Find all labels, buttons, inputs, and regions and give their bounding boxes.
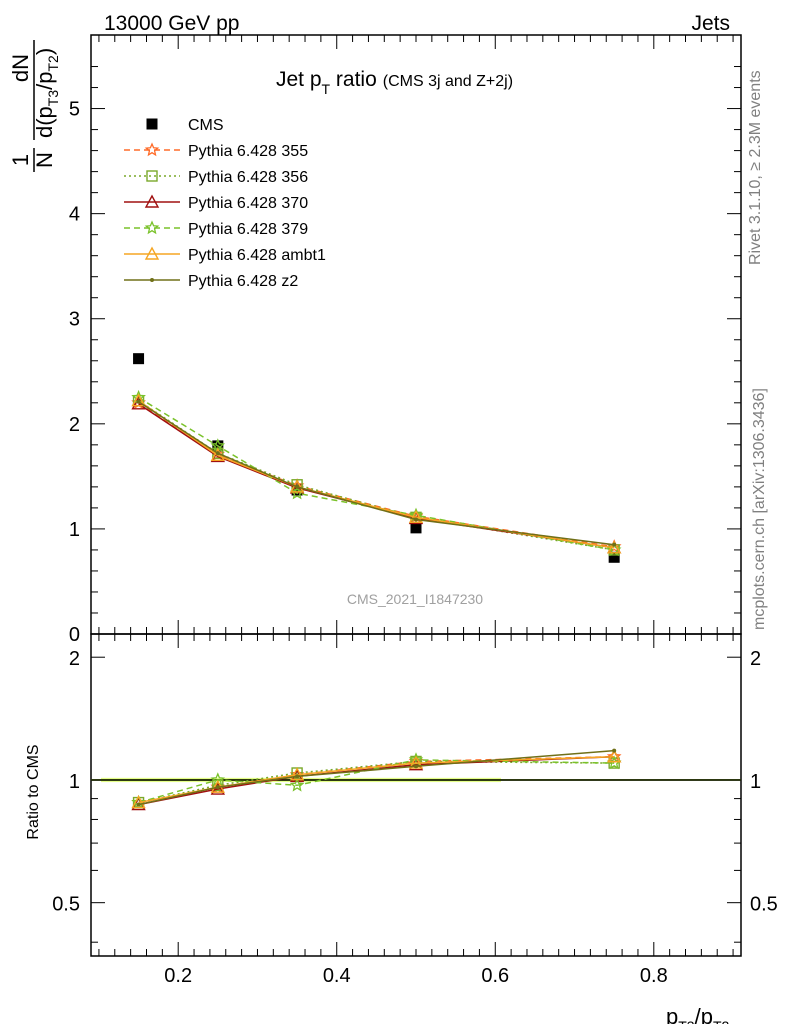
series-line	[138, 401, 615, 546]
y-tick-label: 2	[69, 414, 80, 436]
series-line	[138, 396, 615, 551]
legend-label: CMS	[188, 117, 224, 134]
data-point-star	[144, 220, 160, 235]
data-point-dot	[136, 802, 141, 807]
series-line	[138, 400, 615, 551]
ratio-y-tick-label: 2	[69, 648, 80, 670]
ratio-y-tick-label: 1	[69, 771, 80, 793]
svg-text:Jet pT ratio(CMS 3j and Z+2j): Jet pT ratio (CMS 3j and Z+2j)	[276, 68, 513, 97]
y-tick-label: 3	[69, 309, 80, 331]
series-line	[138, 403, 615, 549]
legend-label: Pythia 6.428 355	[188, 143, 308, 160]
legend-label: Pythia 6.428 ambt1	[188, 247, 326, 264]
x-tick-label: 0.8	[640, 965, 668, 987]
data-point-dot	[150, 278, 154, 282]
legend: CMS Pythia 6.428 355 Pythia 6.428 356 Pythi…	[124, 117, 326, 290]
data-point-star	[289, 777, 305, 792]
data-point-star	[606, 748, 622, 764]
data-point-star	[144, 142, 160, 157]
side-label-source: mcplots.cern.ch [arXiv:1306.3436]	[751, 388, 768, 630]
data-point-triangle	[606, 749, 622, 763]
header-collision-label: 13000 GeV pp	[104, 12, 239, 35]
svg-text:1: 1	[8, 154, 33, 166]
data-point-square	[410, 522, 422, 534]
ratio-y-tick-label: 0.5	[52, 894, 80, 916]
data-point-dot	[414, 764, 418, 769]
y-tick-label: 4	[69, 204, 80, 226]
title-small: (CMS 3j and Z+2j)	[383, 73, 513, 90]
x-tick-label: 0.2	[164, 965, 192, 987]
title-subscript: T	[322, 81, 331, 97]
x-axis-label: pT3/pT2	[666, 1004, 730, 1024]
svg-text:d(pT3/pT2): d(pT3/pT2)	[32, 48, 61, 138]
main-ylabel: 1 N dN d(pT3/pT2)	[8, 40, 61, 172]
side-label-events: Rivet 3.1.10, ≥ 2.3M events	[747, 70, 764, 265]
ratio-ylabel: Ratio to CMS	[25, 744, 42, 839]
data-point-square	[133, 353, 145, 365]
y-tick-label: 0	[69, 624, 80, 646]
data-point-triangle	[131, 393, 146, 407]
data-point-dot	[136, 399, 141, 404]
legend-label: Pythia 6.428 379	[188, 221, 308, 238]
data-point-triangle	[289, 767, 305, 781]
data-point-dot	[612, 748, 617, 753]
x-tick-label: 0.6	[481, 965, 509, 987]
svg-text:N: N	[32, 152, 57, 168]
data-point-dot	[215, 785, 220, 790]
main-plot-area: 0 1 2 3 4 5	[69, 34, 742, 646]
data-point-dot	[414, 517, 418, 522]
title-rest: ratio	[330, 68, 377, 91]
legend-label: Pythia 6.428 370	[188, 195, 308, 212]
data-point-triangle	[144, 194, 160, 208]
y-tick-label: 1	[69, 519, 80, 541]
data-point-dot	[612, 542, 617, 547]
data-point-triangle	[131, 795, 146, 809]
data-point-triangle	[606, 540, 622, 554]
data-point-square	[608, 551, 620, 563]
data-point-dot	[295, 484, 300, 489]
data-point-open-square	[146, 170, 158, 182]
data-point-dot	[215, 451, 220, 456]
title-main: Jet p	[276, 68, 322, 91]
y-tick-label: 5	[69, 99, 80, 121]
header-category-label: Jets	[691, 12, 730, 35]
legend-label: Pythia 6.428 z2	[188, 273, 298, 290]
series-line	[138, 400, 615, 549]
ratio-y-tick-label-right: 0.5	[750, 894, 778, 916]
ratio-y-tick-label-right: 1	[750, 771, 761, 793]
main-title: Jet pT ratio (CMS 3j and Z+2j)	[276, 68, 513, 97]
ratio-plot-area: 0.2 0.4 0.6 0.8 0.5 0.5 1 1 2 2	[52, 35, 778, 987]
data-point-triangle	[408, 509, 424, 524]
ratio-y-tick-label-right: 2	[750, 648, 761, 670]
ratio-series-line	[138, 759, 615, 804]
svg-text:dN: dN	[8, 54, 33, 82]
series-line	[138, 402, 615, 548]
data-point-triangle	[144, 246, 160, 260]
data-point-dot	[295, 774, 300, 779]
analysis-watermark: CMS_2021_I1847230	[347, 591, 483, 607]
legend-label: Pythia 6.428 356	[188, 169, 308, 186]
data-point-square	[146, 118, 158, 130]
x-tick-label: 0.4	[323, 965, 351, 987]
